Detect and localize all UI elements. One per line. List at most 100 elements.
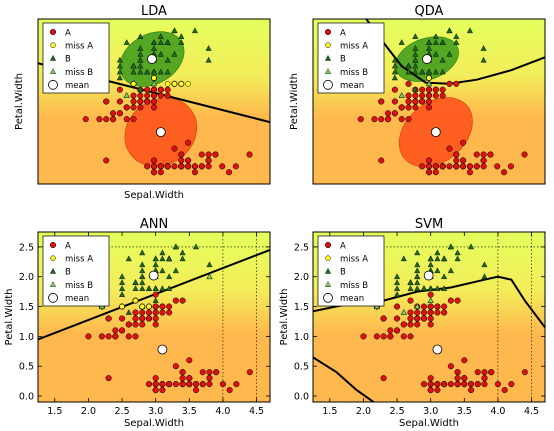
point-a	[152, 291, 159, 298]
point-b	[159, 255, 166, 262]
point-a	[130, 116, 137, 123]
point-a	[145, 309, 153, 316]
point-miss-a	[132, 297, 139, 304]
point-a	[145, 315, 153, 322]
legend-marker-a	[49, 241, 57, 249]
x-tick-label: 4.5	[249, 406, 264, 417]
mean-b	[423, 270, 434, 281]
point-a	[414, 309, 421, 316]
point-a	[461, 381, 468, 388]
point-b	[166, 285, 173, 291]
point-a	[453, 163, 460, 170]
point-b	[164, 68, 171, 75]
y-tick-label: 1.5	[294, 302, 309, 313]
point-b	[159, 285, 166, 291]
point-a	[501, 387, 508, 394]
point-a	[152, 309, 159, 316]
legend-marker-b	[49, 267, 57, 274]
legend-marker-miss-a	[50, 255, 56, 261]
point-b	[137, 68, 144, 75]
point-b	[481, 261, 488, 268]
legend-marker-miss-a	[50, 42, 56, 48]
point-a	[116, 86, 123, 93]
point-a	[166, 303, 173, 310]
mean-b	[148, 270, 159, 281]
legend-label: miss B	[340, 68, 368, 78]
point-a	[385, 110, 392, 117]
point-a	[157, 86, 164, 93]
point-a	[132, 333, 139, 340]
point-a	[425, 92, 433, 99]
point-b	[139, 249, 146, 256]
point-a	[446, 145, 453, 152]
point-b	[427, 261, 434, 268]
point-a	[185, 139, 192, 146]
point-b	[119, 273, 126, 280]
point-b	[191, 27, 198, 34]
point-a	[123, 104, 130, 111]
legend-marker-a	[324, 241, 332, 249]
point-a	[432, 169, 439, 176]
point-a	[186, 381, 193, 388]
point-a	[419, 163, 426, 170]
point-b	[166, 273, 173, 280]
x-tick-label: 1.5	[47, 406, 62, 417]
point-a	[473, 151, 480, 158]
point-a	[152, 381, 159, 388]
point-a	[178, 157, 185, 164]
point-a	[205, 157, 212, 164]
point-b	[137, 45, 144, 51]
point-a	[179, 369, 186, 376]
point-a	[164, 163, 171, 170]
point-a	[427, 387, 434, 394]
point-a	[407, 321, 414, 328]
point-a	[414, 315, 421, 322]
point-b	[166, 255, 173, 262]
mean-b	[147, 54, 157, 64]
mean-a	[432, 344, 443, 355]
point-b	[144, 68, 151, 75]
point-a	[508, 381, 515, 388]
point-b	[407, 279, 414, 286]
chart-title: QDA	[415, 4, 444, 19]
point-a	[434, 303, 441, 310]
point-a	[186, 357, 193, 364]
point-a	[157, 92, 164, 99]
point-a	[521, 151, 528, 158]
point-a	[186, 375, 193, 382]
legend-label: mean	[65, 294, 89, 304]
y-axis-label: Petal.Width	[14, 73, 25, 130]
point-a	[380, 375, 387, 382]
point-b	[414, 261, 421, 268]
point-miss-a	[146, 303, 152, 310]
legend-marker-mean	[323, 79, 333, 90]
legend-marker-b	[324, 54, 332, 61]
axes-frame	[37, 18, 271, 185]
point-a	[427, 291, 434, 298]
x-tick-label: 2.0	[356, 406, 371, 417]
point-a	[387, 327, 394, 334]
point-a	[414, 321, 421, 328]
point-a	[152, 315, 159, 322]
x-tick-label: 3.5	[182, 406, 197, 417]
point-b	[447, 243, 454, 250]
point-b	[446, 50, 453, 57]
point-b	[439, 68, 446, 75]
point-a	[480, 163, 487, 170]
point-b	[414, 267, 421, 274]
point-b	[419, 68, 426, 75]
point-b	[145, 285, 152, 291]
point-b	[439, 39, 446, 45]
point-a	[453, 151, 460, 158]
point-a	[246, 369, 253, 376]
point-b	[119, 285, 126, 291]
point-a	[112, 333, 119, 340]
point-a	[103, 98, 110, 105]
point-b	[205, 56, 212, 63]
point-a	[82, 116, 89, 123]
point-a	[119, 315, 126, 322]
point-b	[412, 33, 419, 39]
legend-label: A	[340, 28, 346, 38]
